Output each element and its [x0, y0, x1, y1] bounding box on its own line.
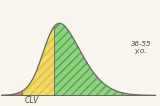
Polygon shape	[54, 23, 155, 95]
Polygon shape	[2, 91, 22, 95]
Text: CLV: CLV	[25, 96, 39, 105]
Text: 36-55
y.o.: 36-55 y.o.	[131, 41, 151, 54]
Polygon shape	[23, 26, 54, 95]
